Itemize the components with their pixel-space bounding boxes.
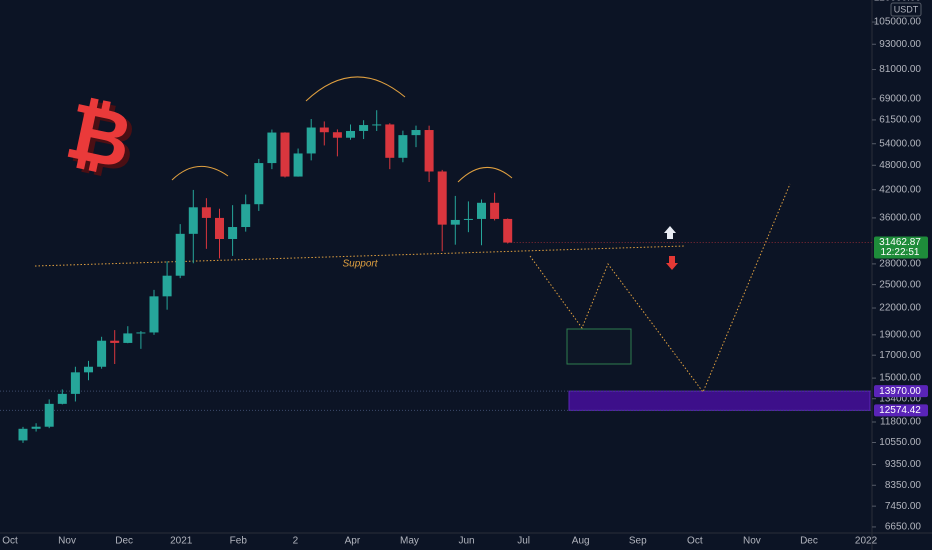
candle-body — [175, 233, 185, 276]
candle-body — [346, 130, 355, 138]
x-tick-label: Oct — [687, 536, 703, 547]
candle-body — [319, 127, 329, 133]
candle-body — [188, 207, 198, 234]
y-tick-label: 54000.00 — [879, 138, 921, 149]
y-tick-label: 36000.00 — [879, 213, 921, 224]
candle-body — [162, 275, 172, 297]
y-tick-label: 81000.00 — [879, 64, 921, 75]
x-tick-label: Dec — [115, 536, 133, 547]
x-tick-label: Nov — [743, 536, 761, 547]
x-tick-label: 2021 — [170, 536, 193, 547]
level-tag-label: 13970.00 — [879, 386, 921, 397]
y-tick-label: 11800.00 — [880, 417, 921, 428]
y-tick-label: 7450.00 — [885, 501, 922, 512]
right-shoulder — [457, 166, 513, 183]
candle-body — [97, 340, 107, 367]
y-tick-label: 61500.00 — [879, 115, 921, 126]
candle-body — [411, 130, 421, 136]
y-tick-label: 120000.00 — [874, 0, 922, 3]
candle-body — [84, 366, 93, 373]
support-label: Support — [342, 259, 378, 270]
candle-body — [31, 426, 41, 429]
x-tick-label: Aug — [572, 536, 590, 547]
candle-body — [398, 135, 408, 158]
candle-body — [123, 333, 133, 343]
y-tick-label: 8350.00 — [885, 480, 922, 491]
y-tick-label: 69000.00 — [879, 94, 921, 105]
y-tick-label: 22000.00 — [879, 303, 921, 314]
y-tick-label: 48000.00 — [879, 160, 921, 171]
candle-body — [18, 428, 28, 441]
y-tick-label: 19000.00 — [879, 329, 921, 340]
candle-body — [201, 207, 211, 218]
x-tick-label: Sep — [629, 536, 647, 547]
y-tick-label: 10550.00 — [879, 437, 921, 448]
candle-body — [70, 372, 80, 394]
y-tick-label: 42000.00 — [879, 184, 921, 195]
candle-body — [267, 132, 277, 164]
candle-body — [503, 218, 513, 243]
candle-body — [463, 218, 473, 220]
arrow-down — [666, 256, 678, 270]
head — [305, 76, 406, 102]
quote-box — [890, 2, 922, 17]
x-tick-label: 2022 — [855, 536, 878, 547]
x-tick-label: Jul — [517, 536, 530, 547]
candle-body — [293, 153, 303, 177]
level-tag — [874, 385, 928, 398]
y-tick-label: 105000.00 — [874, 17, 922, 28]
y-tick-label: 28000.00 — [879, 259, 921, 270]
y-tick-label: 6650.00 — [885, 522, 922, 533]
x-tick-label: Oct — [2, 536, 18, 547]
candle-body — [332, 132, 342, 138]
projection-path — [529, 183, 791, 394]
candle-body — [241, 204, 251, 228]
x-tick-label: Apr — [345, 536, 361, 547]
x-tick-label: Jun — [458, 536, 474, 547]
candle-body — [477, 202, 486, 219]
candle-body — [385, 124, 395, 158]
candle-body — [57, 393, 67, 404]
y-tick-label: 15000.00 — [879, 373, 921, 384]
candle-body — [450, 219, 460, 225]
y-tick-label: 17000.00 — [879, 350, 921, 361]
level-tag-label: 12574.42 — [879, 405, 921, 416]
x-tick-label: Nov — [58, 536, 76, 547]
candle-body — [110, 340, 120, 343]
candle-body — [44, 403, 54, 427]
candle-body — [424, 130, 434, 172]
quote-label: USDT — [894, 4, 919, 14]
x-tick-label: 2 — [293, 536, 299, 547]
y-tick-label: 25000.00 — [879, 279, 921, 290]
candle-body — [359, 125, 369, 131]
candle-body — [490, 202, 500, 219]
candle-body — [372, 124, 382, 126]
candle-body — [149, 296, 159, 333]
candle-body — [306, 127, 316, 154]
countdown-label: 12:22:51 — [881, 247, 920, 258]
y-tick-label: 93000.00 — [879, 39, 921, 50]
x-tick-label: May — [400, 536, 419, 547]
level-tag — [874, 404, 928, 417]
x-tick-label: Dec — [800, 536, 818, 547]
candle-body — [228, 227, 238, 240]
y-tick-label: 9350.00 — [885, 459, 922, 470]
candle-body — [437, 171, 447, 225]
y-tick-label: 13400.00 — [879, 393, 921, 404]
arrow-up — [664, 226, 676, 239]
left-shoulder — [171, 165, 229, 181]
candle-body — [215, 217, 224, 240]
last-price-tag — [874, 236, 928, 259]
x-tick-label: Feb — [230, 536, 248, 547]
target-box — [566, 328, 632, 365]
candle-body — [254, 163, 264, 205]
candle-body — [136, 332, 146, 334]
candle-body — [280, 132, 290, 177]
level-zone — [568, 390, 871, 411]
last-price-label: 31462.87 — [879, 237, 921, 248]
